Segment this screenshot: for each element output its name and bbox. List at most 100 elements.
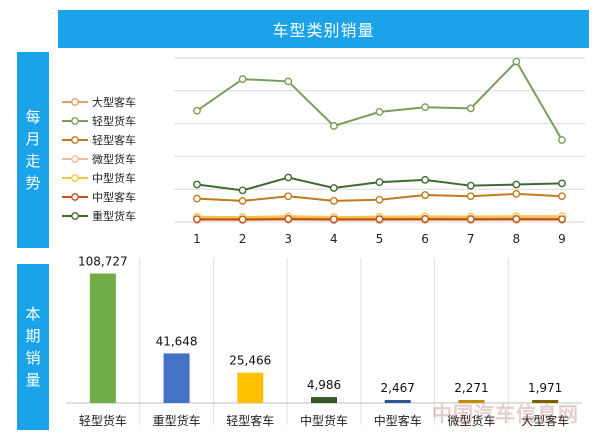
bar-value-label: 1,971 bbox=[528, 381, 562, 395]
category-label: 中型客车 bbox=[374, 413, 422, 428]
x-tick-label: 6 bbox=[421, 232, 429, 246]
data-point bbox=[466, 104, 475, 113]
x-tick-label: 9 bbox=[558, 232, 566, 246]
category-label: 轻型客车 bbox=[226, 413, 274, 428]
data-point bbox=[329, 122, 338, 130]
x-tick-label: 3 bbox=[284, 232, 292, 246]
bar-value-label: 2,467 bbox=[381, 381, 415, 395]
data-point bbox=[284, 173, 293, 182]
data-point bbox=[512, 215, 521, 223]
bar-value-label: 4,986 bbox=[307, 378, 341, 392]
x-tick-label: 8 bbox=[513, 232, 521, 246]
x-tick-label: 2 bbox=[239, 232, 247, 246]
legend-marker bbox=[62, 116, 88, 125]
legend-item: 中型货车 bbox=[62, 168, 172, 187]
data-point bbox=[512, 189, 521, 198]
data-point bbox=[375, 107, 384, 116]
data-point bbox=[558, 136, 566, 144]
legend-marker bbox=[62, 211, 88, 220]
legend-item: 中型客车 bbox=[62, 187, 172, 206]
legend-item: 大型客车 bbox=[62, 92, 172, 111]
data-point bbox=[329, 184, 338, 192]
current-label-char: 量 bbox=[25, 371, 41, 389]
legend-item: 轻型货车 bbox=[62, 111, 172, 130]
current-label-char: 本 bbox=[25, 305, 41, 323]
data-point bbox=[512, 57, 521, 66]
bar-value-label: 2,271 bbox=[454, 381, 488, 395]
bar-value-label: 41,648 bbox=[156, 334, 198, 348]
data-point bbox=[284, 192, 293, 201]
legend-marker bbox=[62, 192, 88, 201]
monthly-label-char: 走 bbox=[25, 152, 41, 170]
data-point bbox=[193, 180, 201, 189]
bar bbox=[237, 372, 264, 403]
data-point bbox=[375, 195, 384, 204]
data-point bbox=[193, 194, 201, 203]
chart-title: 车型类别销量 bbox=[58, 10, 589, 48]
category-label: 重型货车 bbox=[153, 413, 201, 428]
data-point bbox=[466, 215, 475, 223]
monthly-trend-label: 每 月 走 势 bbox=[17, 52, 49, 248]
category-label: 中型货车 bbox=[300, 413, 348, 428]
bar bbox=[163, 353, 190, 403]
bar bbox=[89, 273, 116, 403]
current-sales-label: 本 期 销 量 bbox=[17, 264, 49, 430]
data-point bbox=[375, 215, 384, 224]
bar bbox=[532, 400, 559, 403]
legend-label: 中型客车 bbox=[92, 190, 136, 204]
current-label-char: 期 bbox=[25, 327, 41, 345]
monthly-label-char: 月 bbox=[25, 130, 41, 148]
data-point bbox=[466, 192, 475, 201]
data-point bbox=[238, 186, 247, 195]
data-point bbox=[421, 215, 430, 223]
monthly-label-char: 势 bbox=[25, 174, 41, 192]
legend-item: 轻型客车 bbox=[62, 130, 172, 149]
legend-label: 轻型客车 bbox=[92, 133, 136, 147]
data-point bbox=[558, 215, 566, 224]
x-tick-label: 1 bbox=[193, 232, 201, 246]
series-line bbox=[193, 214, 566, 224]
monthly-label-char: 每 bbox=[25, 108, 41, 126]
category-label: 轻型货车 bbox=[79, 413, 127, 428]
legend-item: 微型货车 bbox=[62, 149, 172, 168]
legend-marker bbox=[62, 173, 88, 182]
legend-label: 大型客车 bbox=[92, 95, 136, 109]
legend-item: 重型货车 bbox=[62, 206, 172, 225]
data-point bbox=[421, 175, 430, 184]
data-point bbox=[466, 181, 475, 190]
current-label-char: 销 bbox=[25, 349, 41, 367]
legend-label: 重型货车 bbox=[92, 209, 136, 223]
bar-value-label: 108,727 bbox=[78, 255, 128, 269]
data-point bbox=[329, 197, 338, 205]
data-point bbox=[375, 178, 384, 187]
data-point bbox=[558, 179, 566, 188]
legend-label: 中型货车 bbox=[92, 171, 136, 185]
data-point bbox=[421, 103, 430, 112]
legend-label: 微型货车 bbox=[92, 152, 136, 166]
bar bbox=[458, 400, 485, 403]
monthly-line-chart: 1 2 3 4 5 6 7 8 9 bbox=[174, 57, 585, 246]
legend-marker bbox=[62, 135, 88, 144]
data-point bbox=[284, 214, 293, 223]
data-point bbox=[284, 77, 293, 86]
series-line bbox=[193, 173, 566, 195]
x-tick-label: 4 bbox=[330, 232, 338, 246]
bar bbox=[311, 397, 337, 403]
series-line bbox=[193, 57, 566, 144]
bar-value-label: 25,466 bbox=[229, 354, 271, 368]
legend-label: 轻型货车 bbox=[92, 114, 136, 128]
data-point bbox=[329, 215, 338, 224]
category-label: 微型货车 bbox=[447, 413, 495, 428]
data-point bbox=[512, 180, 521, 189]
legend-marker bbox=[62, 97, 88, 106]
data-point bbox=[238, 197, 247, 205]
series-line bbox=[193, 189, 566, 205]
data-point bbox=[193, 215, 201, 224]
x-tick-label: 5 bbox=[376, 232, 384, 246]
legend-marker bbox=[62, 154, 88, 163]
category-label: 大型客车 bbox=[521, 413, 569, 428]
data-point bbox=[238, 75, 247, 83]
data-point bbox=[558, 192, 566, 201]
data-point bbox=[421, 191, 430, 199]
